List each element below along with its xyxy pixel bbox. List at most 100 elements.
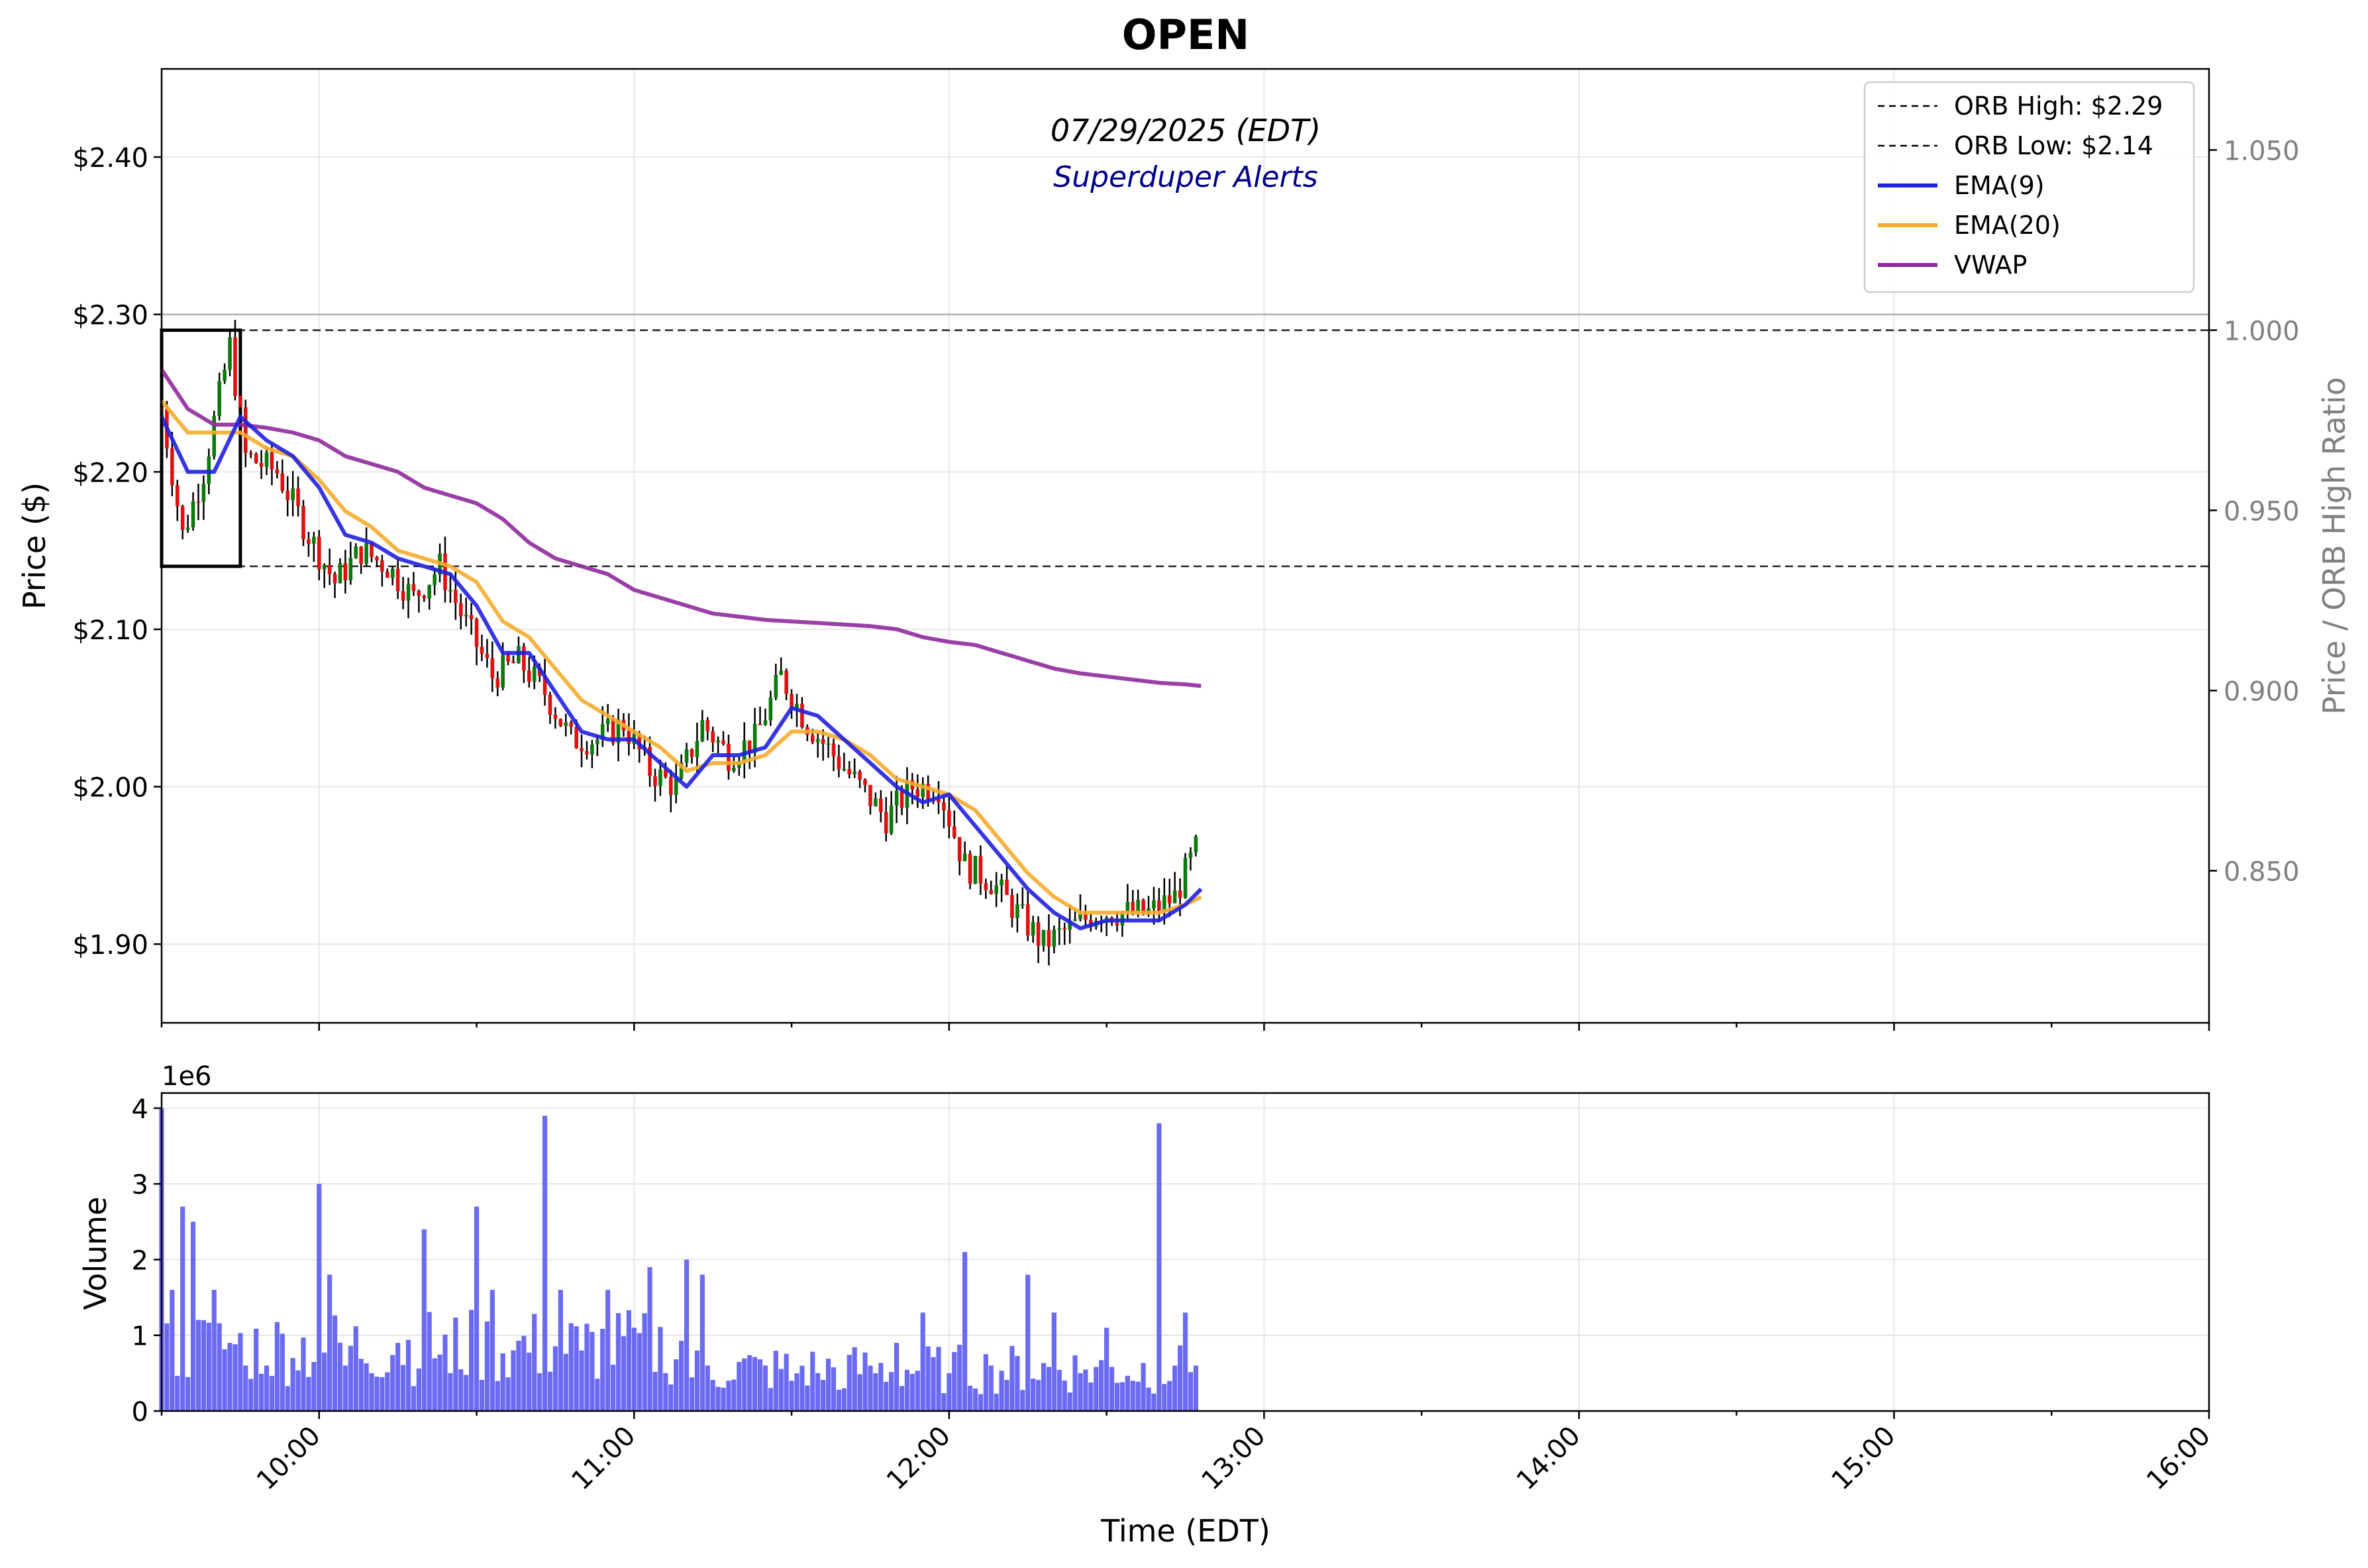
volume-bar <box>658 1327 663 1411</box>
volume-bar <box>285 1386 290 1411</box>
volume-bar <box>731 1379 737 1411</box>
volume-bar <box>999 1371 1004 1411</box>
ratio-y-tick-label: 1.050 <box>2224 136 2300 166</box>
candle-body <box>879 798 883 812</box>
volume-bar <box>364 1363 369 1411</box>
time-x-tick-label: 14:00 <box>1511 1420 1586 1496</box>
volume-bar <box>952 1351 957 1411</box>
chart-date-subtitle: 07/29/2025 (EDT) <box>1051 113 1321 148</box>
candle-body <box>490 658 495 678</box>
volume-bar <box>941 1393 947 1411</box>
volume-bar <box>170 1290 175 1411</box>
volume-bar <box>327 1275 333 1411</box>
volume-bar <box>778 1369 784 1411</box>
candle-body <box>842 768 847 770</box>
candle-body <box>1057 928 1062 930</box>
candle-body <box>900 790 904 808</box>
candle-body <box>348 558 353 581</box>
volume-bar <box>222 1349 227 1411</box>
ratio-y-tick-label: 0.950 <box>2224 496 2300 527</box>
candle-body <box>433 574 437 586</box>
time-x-tick-label: 12:00 <box>881 1420 956 1496</box>
candle-body <box>364 543 368 564</box>
candle-body <box>312 537 316 544</box>
volume-bar <box>317 1184 322 1411</box>
volume-bar <box>217 1323 222 1411</box>
volume-bar <box>742 1358 747 1411</box>
candle-body <box>1115 923 1119 925</box>
candle-body <box>894 790 899 806</box>
indicator-lines <box>160 368 1203 931</box>
candle-body <box>921 784 925 798</box>
volume-bar <box>721 1387 726 1411</box>
volume-bar <box>762 1365 768 1411</box>
volume-bar <box>1094 1367 1099 1411</box>
volume-bar <box>931 1357 936 1411</box>
volume-bar <box>280 1333 285 1411</box>
candle-body <box>548 694 552 715</box>
volume-bar <box>1025 1275 1031 1411</box>
candle-body <box>464 615 468 617</box>
volume-bar <box>988 1365 994 1411</box>
volume-bar <box>821 1380 826 1411</box>
candle-body <box>590 744 594 755</box>
candle-body <box>721 740 725 744</box>
candle-body <box>637 733 642 750</box>
volume-bar <box>810 1351 815 1411</box>
volume-bar <box>590 1332 595 1411</box>
candle-body <box>795 704 799 709</box>
volume-bar <box>1141 1363 1146 1411</box>
candle-body <box>275 469 280 474</box>
volume-bar <box>232 1344 238 1411</box>
ratio-y-tick-label: 0.850 <box>2224 857 2300 887</box>
price-y-tick-label: $2.00 <box>72 773 148 804</box>
time-x-tick-label: 13:00 <box>1196 1420 1272 1496</box>
candle-body <box>228 337 232 370</box>
candle-body <box>264 452 269 467</box>
volume-bar <box>521 1335 527 1411</box>
volume-bar <box>405 1339 411 1411</box>
candle-body <box>386 571 389 578</box>
volume-bar <box>705 1365 710 1411</box>
candle-body <box>1152 900 1156 909</box>
candle-body <box>495 678 500 688</box>
volume-bar <box>1099 1360 1104 1411</box>
candle-body <box>469 615 474 619</box>
candle-body <box>1078 913 1082 919</box>
candle-body <box>889 806 894 834</box>
volume-bar <box>600 1328 605 1411</box>
volume-bar <box>511 1350 516 1411</box>
volume-bar <box>358 1359 364 1411</box>
candle-body <box>831 743 836 757</box>
price-y-tick-label: $2.20 <box>72 458 148 488</box>
volume-bar <box>264 1365 270 1411</box>
candle-body <box>768 698 773 721</box>
volume-bar <box>274 1322 280 1411</box>
volume-bar <box>574 1326 579 1411</box>
candle-body <box>480 647 484 654</box>
volume-bar <box>547 1371 553 1411</box>
candle-body <box>474 619 479 647</box>
candle-body <box>1073 919 1077 921</box>
candle-body <box>343 563 348 581</box>
candle-body <box>280 473 285 491</box>
volume-bar <box>962 1252 968 1411</box>
volume-bar <box>1114 1383 1120 1411</box>
volume-bar <box>579 1350 584 1411</box>
candle-body <box>511 661 515 663</box>
volume-bar <box>909 1373 915 1411</box>
volume-bar <box>631 1328 637 1411</box>
candle-body <box>285 490 290 500</box>
volume-bar <box>768 1388 773 1411</box>
volume-bar <box>1031 1379 1036 1411</box>
candlesticks <box>160 319 1198 966</box>
volume-bar <box>947 1373 952 1411</box>
volume-bar <box>301 1337 306 1411</box>
candle-body <box>868 784 872 806</box>
candle-body <box>973 856 978 884</box>
candle-body <box>569 722 573 727</box>
volume-bar <box>1104 1328 1109 1411</box>
volume-y-ticks: 0 1 2 3 4 <box>132 1094 162 1428</box>
candle-body <box>307 539 311 544</box>
volume-bar <box>857 1374 862 1411</box>
